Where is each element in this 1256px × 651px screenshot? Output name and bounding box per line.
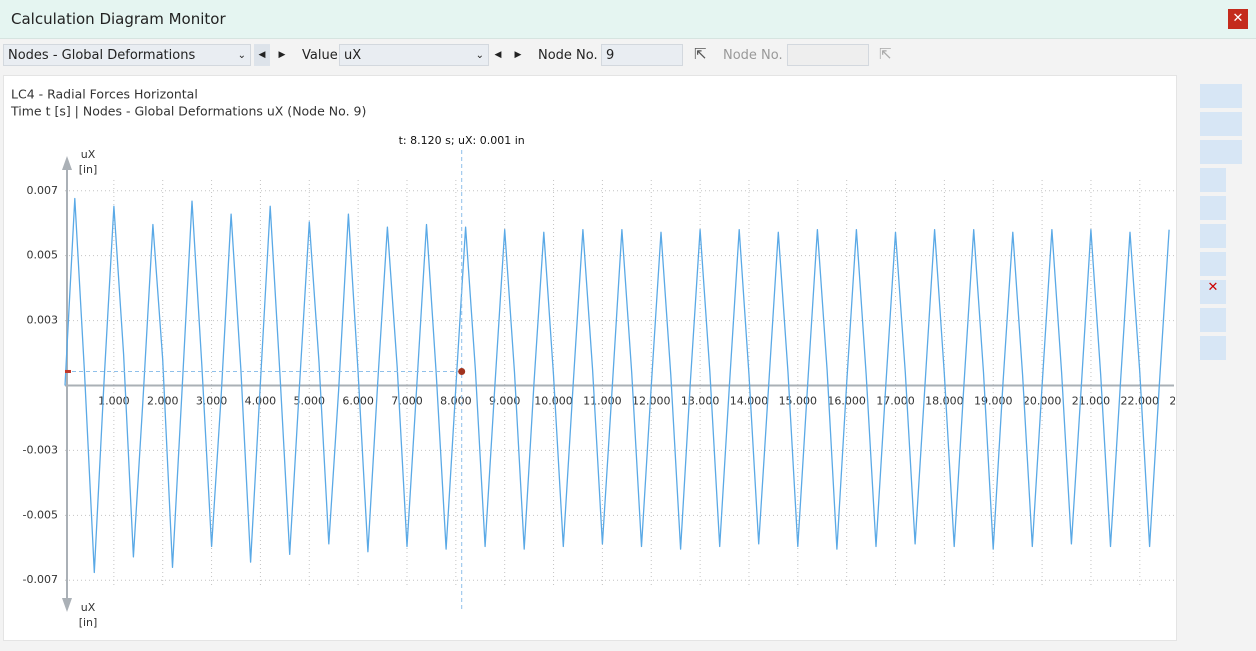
x-tick-label: 9.000	[489, 395, 521, 408]
tool-button[interactable]	[1200, 224, 1226, 248]
x-tick-label: 18.000	[925, 395, 964, 408]
y-tick-label: -0.003	[23, 443, 58, 456]
close-button[interactable]: ✕	[1228, 9, 1248, 29]
y-axis-unit: [in]	[79, 163, 98, 176]
x-tick-label: 15.000	[779, 395, 818, 408]
value: uX	[344, 48, 362, 63]
cursor-label: t: 8.120 s; uX: 0.001 in	[399, 134, 525, 147]
tool-column: ✕	[1200, 84, 1242, 360]
pick-button[interactable]: ⇱	[879, 45, 892, 63]
tool-button[interactable]	[1200, 196, 1226, 220]
node-number: 9	[606, 48, 615, 63]
tool-button[interactable]	[1200, 140, 1242, 164]
tool-button[interactable]	[1200, 308, 1226, 332]
cursor-axis-mark	[65, 369, 71, 373]
x-tick-label: 23.000	[1169, 395, 1175, 408]
chart-panel	[3, 75, 1177, 641]
tool-button[interactable]	[1200, 336, 1226, 360]
x-tick-label: 2.000	[147, 395, 179, 408]
y-tick-label: -0.005	[23, 508, 58, 521]
tool-button[interactable]: ✕	[1200, 280, 1226, 304]
y-tick-label: 0.007	[27, 184, 59, 197]
y-tick-label: 0.005	[27, 249, 59, 262]
tool-button[interactable]	[1200, 84, 1242, 108]
chart-subtitle: Time t [s] | Nodes - Global Deformations…	[10, 104, 366, 119]
next-button[interactable]: ▶	[278, 50, 286, 60]
chart-title: LC4 - Radial Forces Horizontal	[11, 87, 198, 102]
x-tick-label: 3.000	[196, 395, 228, 408]
node-label: Node No.	[538, 48, 598, 63]
axis-arrow	[62, 156, 72, 170]
x-tick-label: 21.000	[1072, 395, 1111, 408]
cursor-point	[458, 367, 466, 375]
tool-button[interactable]	[1200, 252, 1226, 276]
title-bar: Calculation Diagram Monitor	[0, 0, 1256, 39]
x-tick-label: 20.000	[1023, 395, 1062, 408]
window-title: Calculation Diagram Monitor	[11, 10, 226, 28]
x-tick-label: 4.000	[245, 395, 277, 408]
x-tick-label: 19.000	[974, 395, 1013, 408]
value-label: Value	[302, 48, 338, 63]
prev-button[interactable]: ◀	[254, 44, 270, 66]
x-tick-label: 11.000	[583, 395, 622, 408]
x-tick-label: 22.000	[1121, 395, 1160, 408]
y-axis-label: uX	[81, 148, 96, 161]
axis-arrow	[62, 598, 72, 612]
x-tick-label: 1.000	[98, 395, 130, 408]
x-tick-label: 13.000	[681, 395, 720, 408]
node-input[interactable]: 9	[601, 44, 683, 66]
y-tick-label: 0.003	[27, 314, 59, 327]
y-tick-label: -0.007	[23, 573, 58, 586]
x-tick-label: 16.000	[827, 395, 866, 408]
result-type-select[interactable]: Nodes - Global Deformations ⌄	[3, 44, 251, 66]
x-tick-label: 14.000	[730, 395, 769, 408]
data-line	[64, 197, 1170, 574]
x-tick-label: 8.000	[440, 395, 472, 408]
x-tick-label: 17.000	[876, 395, 915, 408]
value-select[interactable]: uX ⌄	[339, 44, 489, 66]
x-tick-label: 12.000	[632, 395, 671, 408]
tool-button[interactable]	[1200, 168, 1226, 192]
x-tick-label: 6.000	[342, 395, 374, 408]
x-tick-label: 10.000	[534, 395, 573, 408]
pick-button[interactable]: ⇱	[694, 45, 707, 63]
node-label: Node No.	[723, 48, 783, 63]
x-tick-label: 5.000	[294, 395, 326, 408]
node-input[interactable]	[787, 44, 869, 66]
y-axis-label: uX	[81, 601, 96, 614]
tool-button[interactable]	[1200, 112, 1242, 136]
result-type: Nodes - Global Deformations	[8, 48, 196, 63]
x-tick-label: 7.000	[391, 395, 423, 408]
y-axis-unit: [in]	[79, 616, 98, 629]
prev-button[interactable]: ◀	[494, 50, 502, 60]
chart: LC4 - Radial Forces Horizontal Time t [s…	[10, 87, 1175, 630]
next-button[interactable]: ▶	[514, 50, 522, 60]
